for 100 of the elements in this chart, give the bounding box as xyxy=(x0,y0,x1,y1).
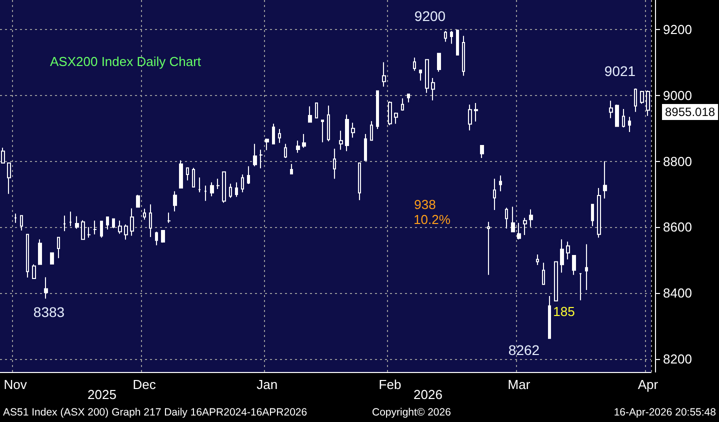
candlestick xyxy=(222,171,226,204)
candlestick xyxy=(143,208,146,220)
x-tick-label: Mar xyxy=(508,377,531,392)
candlestick xyxy=(265,138,269,151)
candlestick xyxy=(155,231,158,246)
candlestick xyxy=(26,234,29,278)
x-tick-label: Feb xyxy=(378,377,402,392)
candlestick xyxy=(450,30,453,44)
candlestick xyxy=(603,160,607,200)
annotation: 9200 xyxy=(414,8,446,24)
candlestick xyxy=(290,163,293,174)
candlestick xyxy=(413,57,416,72)
candlestick xyxy=(308,106,312,123)
candlestick xyxy=(50,252,54,265)
y-tick-label: 8200 xyxy=(663,351,692,366)
candlestick xyxy=(425,59,429,94)
candlestick xyxy=(173,190,177,212)
candlestick xyxy=(44,276,48,300)
text: Copyright© 2026 xyxy=(372,406,452,418)
candlestick xyxy=(536,254,539,266)
y-tick-label: 8800 xyxy=(663,154,692,169)
candlestick xyxy=(370,120,373,141)
candlestick xyxy=(505,207,508,229)
candlestick xyxy=(351,122,355,138)
candlestick xyxy=(640,90,644,104)
candlestick xyxy=(480,145,484,159)
candlestick xyxy=(634,88,637,112)
candlestick xyxy=(327,105,330,142)
y-tick-label: 9000 xyxy=(663,88,692,103)
text: 16-Apr-2026 20:55:48 xyxy=(614,406,716,418)
candlestick xyxy=(118,220,122,234)
candlestick xyxy=(333,148,336,180)
candlestick xyxy=(462,35,465,76)
candlestick xyxy=(554,261,558,302)
text: 2025 xyxy=(88,387,116,402)
candlestick xyxy=(179,160,183,188)
candlestick xyxy=(431,78,435,101)
candlestick xyxy=(628,116,631,133)
annotation: 10.2% xyxy=(414,212,451,227)
candlestick xyxy=(87,226,91,238)
candlestick xyxy=(149,204,152,238)
candlestick xyxy=(376,90,379,130)
candlestick xyxy=(253,143,257,167)
candlestick xyxy=(499,174,502,192)
candlestick xyxy=(591,204,594,227)
candlestick xyxy=(7,162,11,194)
candlestick xyxy=(296,140,300,154)
candlestick xyxy=(517,222,521,240)
candlestick xyxy=(259,149,263,169)
candlestick xyxy=(284,143,287,159)
x-tick-label: Nov xyxy=(4,377,28,392)
candlestick xyxy=(63,215,66,232)
candlestick xyxy=(394,112,398,124)
candlestick xyxy=(388,100,392,126)
candlestick xyxy=(161,230,165,244)
text: AS51 Index (ASX 200) Graph 217 Daily 16APR2024-16APR2026 xyxy=(3,406,308,418)
y-tick-label: 8400 xyxy=(663,285,692,300)
candlestick xyxy=(364,133,367,161)
text: ASX200 Index Daily Chart xyxy=(50,54,202,69)
candlestick xyxy=(321,120,324,143)
candlestick xyxy=(419,68,422,82)
candlestick xyxy=(345,114,349,152)
candlestick xyxy=(198,176,201,193)
candlestick xyxy=(192,167,195,188)
candlestick xyxy=(401,98,404,112)
candlestick xyxy=(124,224,128,240)
candlestick xyxy=(315,102,318,118)
candlestick xyxy=(136,194,140,208)
candlestick xyxy=(444,30,447,42)
candlestick xyxy=(468,104,472,131)
candlestick xyxy=(112,218,115,229)
candlestick xyxy=(93,220,97,235)
candlestick xyxy=(579,273,582,301)
candlestick xyxy=(235,182,238,198)
candlestick xyxy=(542,262,545,285)
candlestick xyxy=(229,183,232,198)
candlestick xyxy=(407,94,410,103)
candlestick xyxy=(100,220,103,238)
candlestick xyxy=(241,174,244,193)
candlestick xyxy=(339,130,343,150)
candlestick xyxy=(358,162,361,201)
text: 8955.018 xyxy=(665,105,716,119)
candlestick xyxy=(186,167,189,181)
candlestick xyxy=(75,216,79,230)
candlestick xyxy=(382,62,386,88)
candlestick xyxy=(529,208,533,228)
candlestick xyxy=(106,216,109,230)
candlestick xyxy=(511,206,515,232)
candlestick xyxy=(615,104,619,127)
x-tick-label: Dec xyxy=(132,377,156,392)
candlestick xyxy=(278,128,281,144)
candlestick xyxy=(493,178,496,211)
candlestick xyxy=(609,100,613,119)
candlestick xyxy=(456,29,459,56)
candlestick xyxy=(216,178,220,190)
x-tick-label: Jan xyxy=(256,377,278,392)
candlestick xyxy=(566,241,570,260)
candlestick xyxy=(69,211,72,227)
annotation: 9021 xyxy=(604,63,636,79)
candlestick xyxy=(167,212,171,224)
